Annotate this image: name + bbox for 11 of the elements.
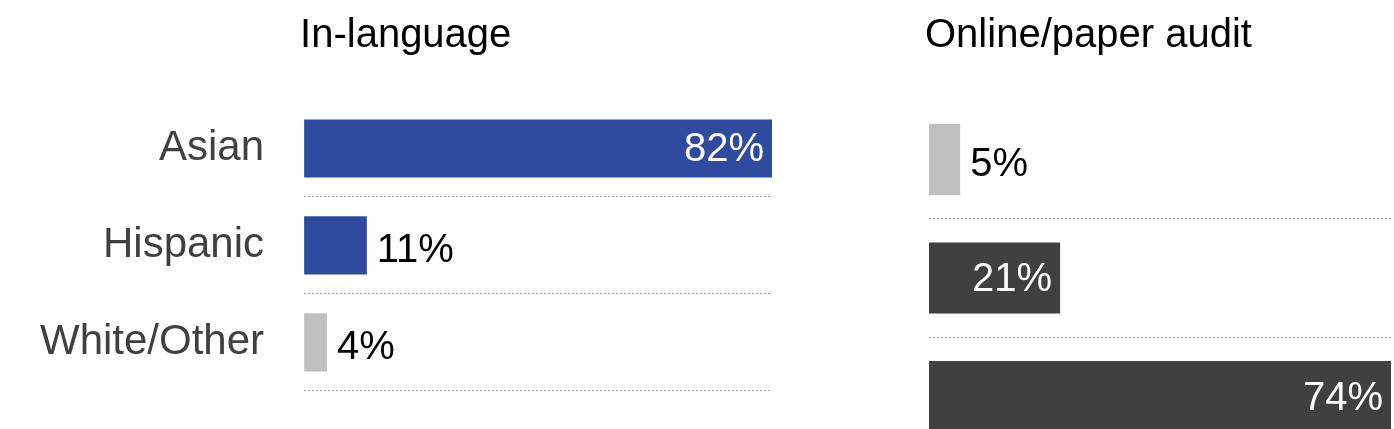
y-tick-label: Hispanic bbox=[102, 218, 265, 266]
data-label: 5% bbox=[970, 140, 1029, 185]
y-tick-label: Asian bbox=[159, 122, 265, 170]
chart-title: In-language bbox=[300, 11, 512, 56]
y-tick-label: White/Other bbox=[39, 315, 265, 363]
data-label: 21% bbox=[972, 255, 1053, 300]
chart-title: Online/paper audit bbox=[925, 11, 1252, 56]
data-label: 74% bbox=[1302, 373, 1383, 418]
data-label: 82% bbox=[683, 125, 764, 170]
data-label: 11% bbox=[376, 226, 454, 271]
data-label: 4% bbox=[336, 323, 395, 368]
